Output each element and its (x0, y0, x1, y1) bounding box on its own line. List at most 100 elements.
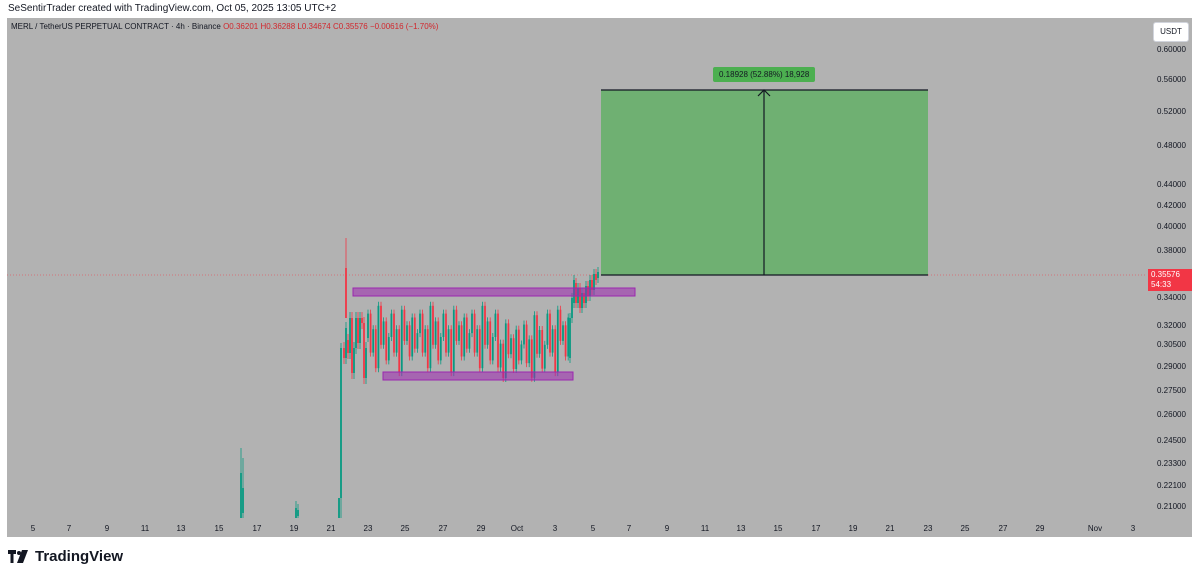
time-tick: 3 (552, 524, 558, 533)
time-tick: 3 (1130, 524, 1136, 533)
candle (421, 313, 424, 353)
candle (484, 305, 486, 345)
candle (528, 339, 531, 364)
time-tick: 13 (176, 524, 186, 533)
open-value: O0.36201 (223, 22, 259, 31)
candle (536, 315, 538, 354)
candle (530, 339, 533, 378)
candle (340, 348, 342, 498)
price-tick: 0.44000 (1157, 180, 1186, 189)
brand-name: TradingView (35, 548, 124, 565)
time-tick: 29 (1035, 524, 1045, 533)
chart-credit: SeSentirTrader created with TradingView.… (8, 3, 337, 14)
candle (549, 313, 551, 353)
close-value: C0.35576 (333, 22, 368, 31)
candle (385, 321, 388, 361)
time-tick: 11 (700, 524, 710, 533)
candle (374, 329, 377, 369)
candle (504, 323, 507, 378)
chart-area[interactable]: MERL / TetherUS PERPETUAL CONTRACT · 4h … (7, 18, 1192, 537)
candle (395, 329, 398, 353)
symbol-name: MERL / TetherUS PERPETUAL CONTRACT · 4h … (11, 22, 221, 31)
candle (559, 309, 562, 341)
candle (365, 348, 367, 378)
measure-arrow-head-icon (757, 89, 771, 97)
candle (351, 318, 353, 373)
candle (569, 318, 571, 358)
candle (494, 313, 497, 337)
candle (554, 329, 557, 373)
candle (583, 293, 585, 303)
candle (507, 323, 510, 355)
candle (369, 313, 372, 353)
candle (481, 305, 484, 369)
tradingview-logo[interactable]: TradingView (8, 548, 123, 565)
time-tick: 7 (66, 524, 72, 533)
candle (387, 337, 390, 361)
currency-button[interactable]: USDT (1153, 22, 1189, 42)
candle (538, 330, 541, 354)
candle (413, 317, 416, 349)
candle (426, 329, 429, 369)
candle (345, 328, 347, 358)
time-tick: 5 (30, 524, 36, 533)
price-tick: 0.38000 (1157, 246, 1186, 255)
candle (439, 337, 442, 361)
candle (347, 340, 349, 353)
candle (520, 344, 523, 361)
candle (517, 329, 520, 361)
candle (363, 323, 365, 378)
candle (432, 305, 434, 345)
time-tick: 13 (736, 524, 746, 533)
candle (499, 343, 502, 368)
price-tick: 0.30500 (1157, 340, 1186, 349)
candle (372, 329, 375, 353)
time-tick: 21 (885, 524, 895, 533)
time-tick: 25 (960, 524, 970, 533)
candle (543, 344, 546, 369)
candle (471, 313, 473, 334)
price-tick: 0.24500 (1157, 436, 1186, 445)
candle (581, 293, 583, 308)
price-tick: 0.27500 (1157, 386, 1186, 395)
time-tick: Oct (510, 524, 524, 533)
time-tick: 15 (214, 524, 224, 533)
candle (403, 309, 406, 341)
last-price-value: 0.35576 (1151, 270, 1180, 279)
price-tick: 0.60000 (1157, 45, 1186, 54)
time-tick: 19 (848, 524, 858, 533)
candle (445, 313, 447, 353)
candle (515, 329, 518, 370)
candle (497, 313, 499, 368)
time-tick: 27 (998, 524, 1008, 533)
candle (502, 343, 505, 378)
chart-plot[interactable] (7, 18, 1147, 518)
price-tick: 0.48000 (1157, 141, 1186, 150)
candle (567, 317, 570, 357)
resistance-zone[interactable] (352, 287, 636, 297)
time-tick: 17 (811, 524, 821, 533)
time-tick: 9 (104, 524, 110, 533)
time-tick: 9 (664, 524, 670, 533)
price-tick: 0.22100 (1157, 481, 1186, 490)
price-tick: 0.52000 (1157, 107, 1186, 116)
candlestick-chart[interactable] (7, 18, 1147, 518)
candle (476, 329, 479, 353)
candle (400, 309, 403, 373)
candle (478, 329, 481, 369)
candle (406, 325, 408, 341)
candle (571, 298, 573, 318)
candle (367, 313, 369, 338)
price-tick: 0.40000 (1157, 222, 1186, 231)
time-tick: Nov (1087, 524, 1103, 533)
candle (380, 305, 382, 345)
candle (486, 321, 489, 345)
time-tick: 17 (252, 524, 262, 533)
candle (343, 348, 345, 358)
time-tick: 29 (476, 524, 486, 533)
candle (338, 498, 340, 518)
candle (345, 268, 347, 318)
candle (597, 272, 599, 278)
support-zone[interactable] (382, 371, 574, 381)
candle (512, 338, 515, 370)
